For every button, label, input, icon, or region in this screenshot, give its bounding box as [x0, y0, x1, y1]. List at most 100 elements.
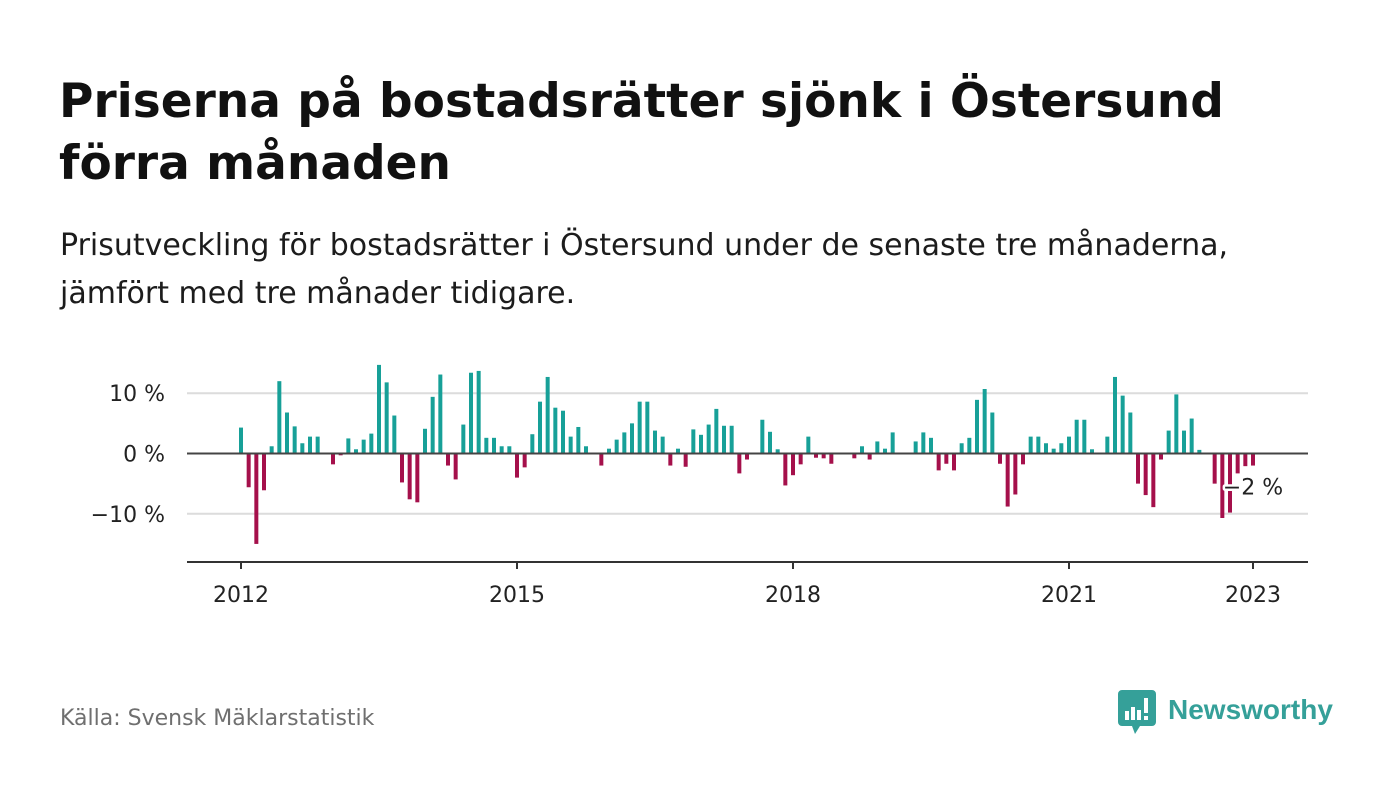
bar: [476, 370, 481, 454]
bar: [1120, 395, 1125, 454]
bar: [921, 432, 926, 454]
bar: [1243, 453, 1248, 467]
bar-chart: 10 % 0 % −10 % 2012 2015 2018 2021 2023 −2 %: [91, 364, 1308, 608]
bar: [315, 436, 320, 454]
bar: [461, 424, 466, 454]
bar: [1143, 453, 1148, 496]
bar: [1105, 436, 1110, 454]
bar: [1074, 419, 1079, 454]
bar: [990, 412, 995, 454]
bar: [438, 374, 443, 454]
bar: [254, 453, 259, 544]
x-tick-label: 2012: [213, 583, 269, 608]
bar: [814, 453, 818, 458]
bar: [423, 428, 427, 454]
bar: [430, 396, 435, 454]
bar: [1051, 448, 1056, 454]
bar: [269, 446, 274, 454]
bar: [699, 434, 703, 454]
bar: [1166, 430, 1171, 454]
bar: [492, 437, 496, 454]
bar: [875, 441, 880, 454]
bar: [1174, 394, 1179, 454]
bar: [568, 436, 573, 454]
x-axis: 2012 2015 2018 2021 2023: [187, 561, 1308, 608]
y-axis-labels: 10 % 0 % −10 %: [91, 382, 165, 528]
bar: [1113, 376, 1117, 454]
bar: [377, 364, 381, 454]
bar: [622, 432, 627, 454]
gridlines: [187, 392, 1308, 515]
bar: [883, 448, 887, 454]
bar: [890, 432, 895, 454]
bar: [507, 446, 512, 454]
bar: [1059, 443, 1064, 454]
bar: [944, 453, 949, 464]
bar: [1228, 453, 1232, 513]
bar: [683, 453, 688, 467]
bar: [285, 412, 289, 454]
bar: [331, 453, 335, 465]
bar: [967, 437, 972, 454]
bar: [975, 399, 979, 454]
bar: [821, 453, 826, 459]
bar: [722, 425, 726, 454]
bar: [982, 389, 987, 454]
bar: [745, 453, 749, 460]
bar: [1082, 419, 1087, 454]
bar: [630, 423, 634, 454]
bar: [1044, 443, 1048, 454]
bar: [775, 449, 780, 454]
bars: [239, 364, 1255, 544]
bar: [768, 431, 772, 454]
y-tick-label: 10 %: [109, 382, 165, 407]
bar: [806, 436, 811, 454]
bar: [392, 415, 397, 454]
y-tick-label: −10 %: [91, 503, 165, 528]
bar: [545, 376, 550, 454]
bar: [484, 437, 489, 454]
newsworthy-logo-icon: [1118, 690, 1156, 734]
bar: [706, 424, 711, 454]
bar: [691, 429, 696, 454]
chart-subtitle: Prisutveckling för bostadsrätter i Öster…: [60, 228, 1229, 311]
bar: [446, 453, 450, 466]
bar: [913, 441, 918, 454]
bar: [515, 453, 519, 478]
bar: [1005, 453, 1010, 507]
brand-logo: Newsworthy: [1118, 690, 1340, 736]
bar: [614, 439, 619, 454]
bar: [1090, 449, 1094, 454]
bar: [522, 453, 527, 468]
bar: [346, 438, 351, 454]
value-annotation: −2 %: [1223, 476, 1283, 501]
bar: [277, 381, 282, 454]
bar: [929, 437, 933, 454]
bar: [1220, 453, 1225, 518]
bar: [959, 443, 964, 454]
bar: [1013, 453, 1018, 495]
bar: [852, 453, 857, 459]
bar: [354, 449, 358, 454]
x-tick-label: 2021: [1041, 583, 1097, 608]
bar: [407, 453, 412, 500]
bar: [798, 453, 803, 465]
x-tick-label: 2015: [489, 583, 545, 608]
bar: [1159, 453, 1163, 460]
bar: [239, 427, 243, 454]
bar: [453, 453, 458, 480]
bar: [561, 410, 565, 454]
bar: [729, 425, 734, 454]
bar: [714, 408, 719, 454]
bar: [1189, 418, 1194, 454]
bar: [829, 453, 834, 464]
brand-name: Newsworthy: [1168, 694, 1333, 725]
bar: [262, 453, 266, 491]
bar: [737, 453, 742, 474]
bar: [860, 446, 864, 454]
bar: [369, 433, 374, 454]
bar: [653, 430, 657, 454]
bar: [1136, 453, 1140, 484]
bar: [1128, 412, 1133, 454]
bar: [584, 446, 588, 454]
